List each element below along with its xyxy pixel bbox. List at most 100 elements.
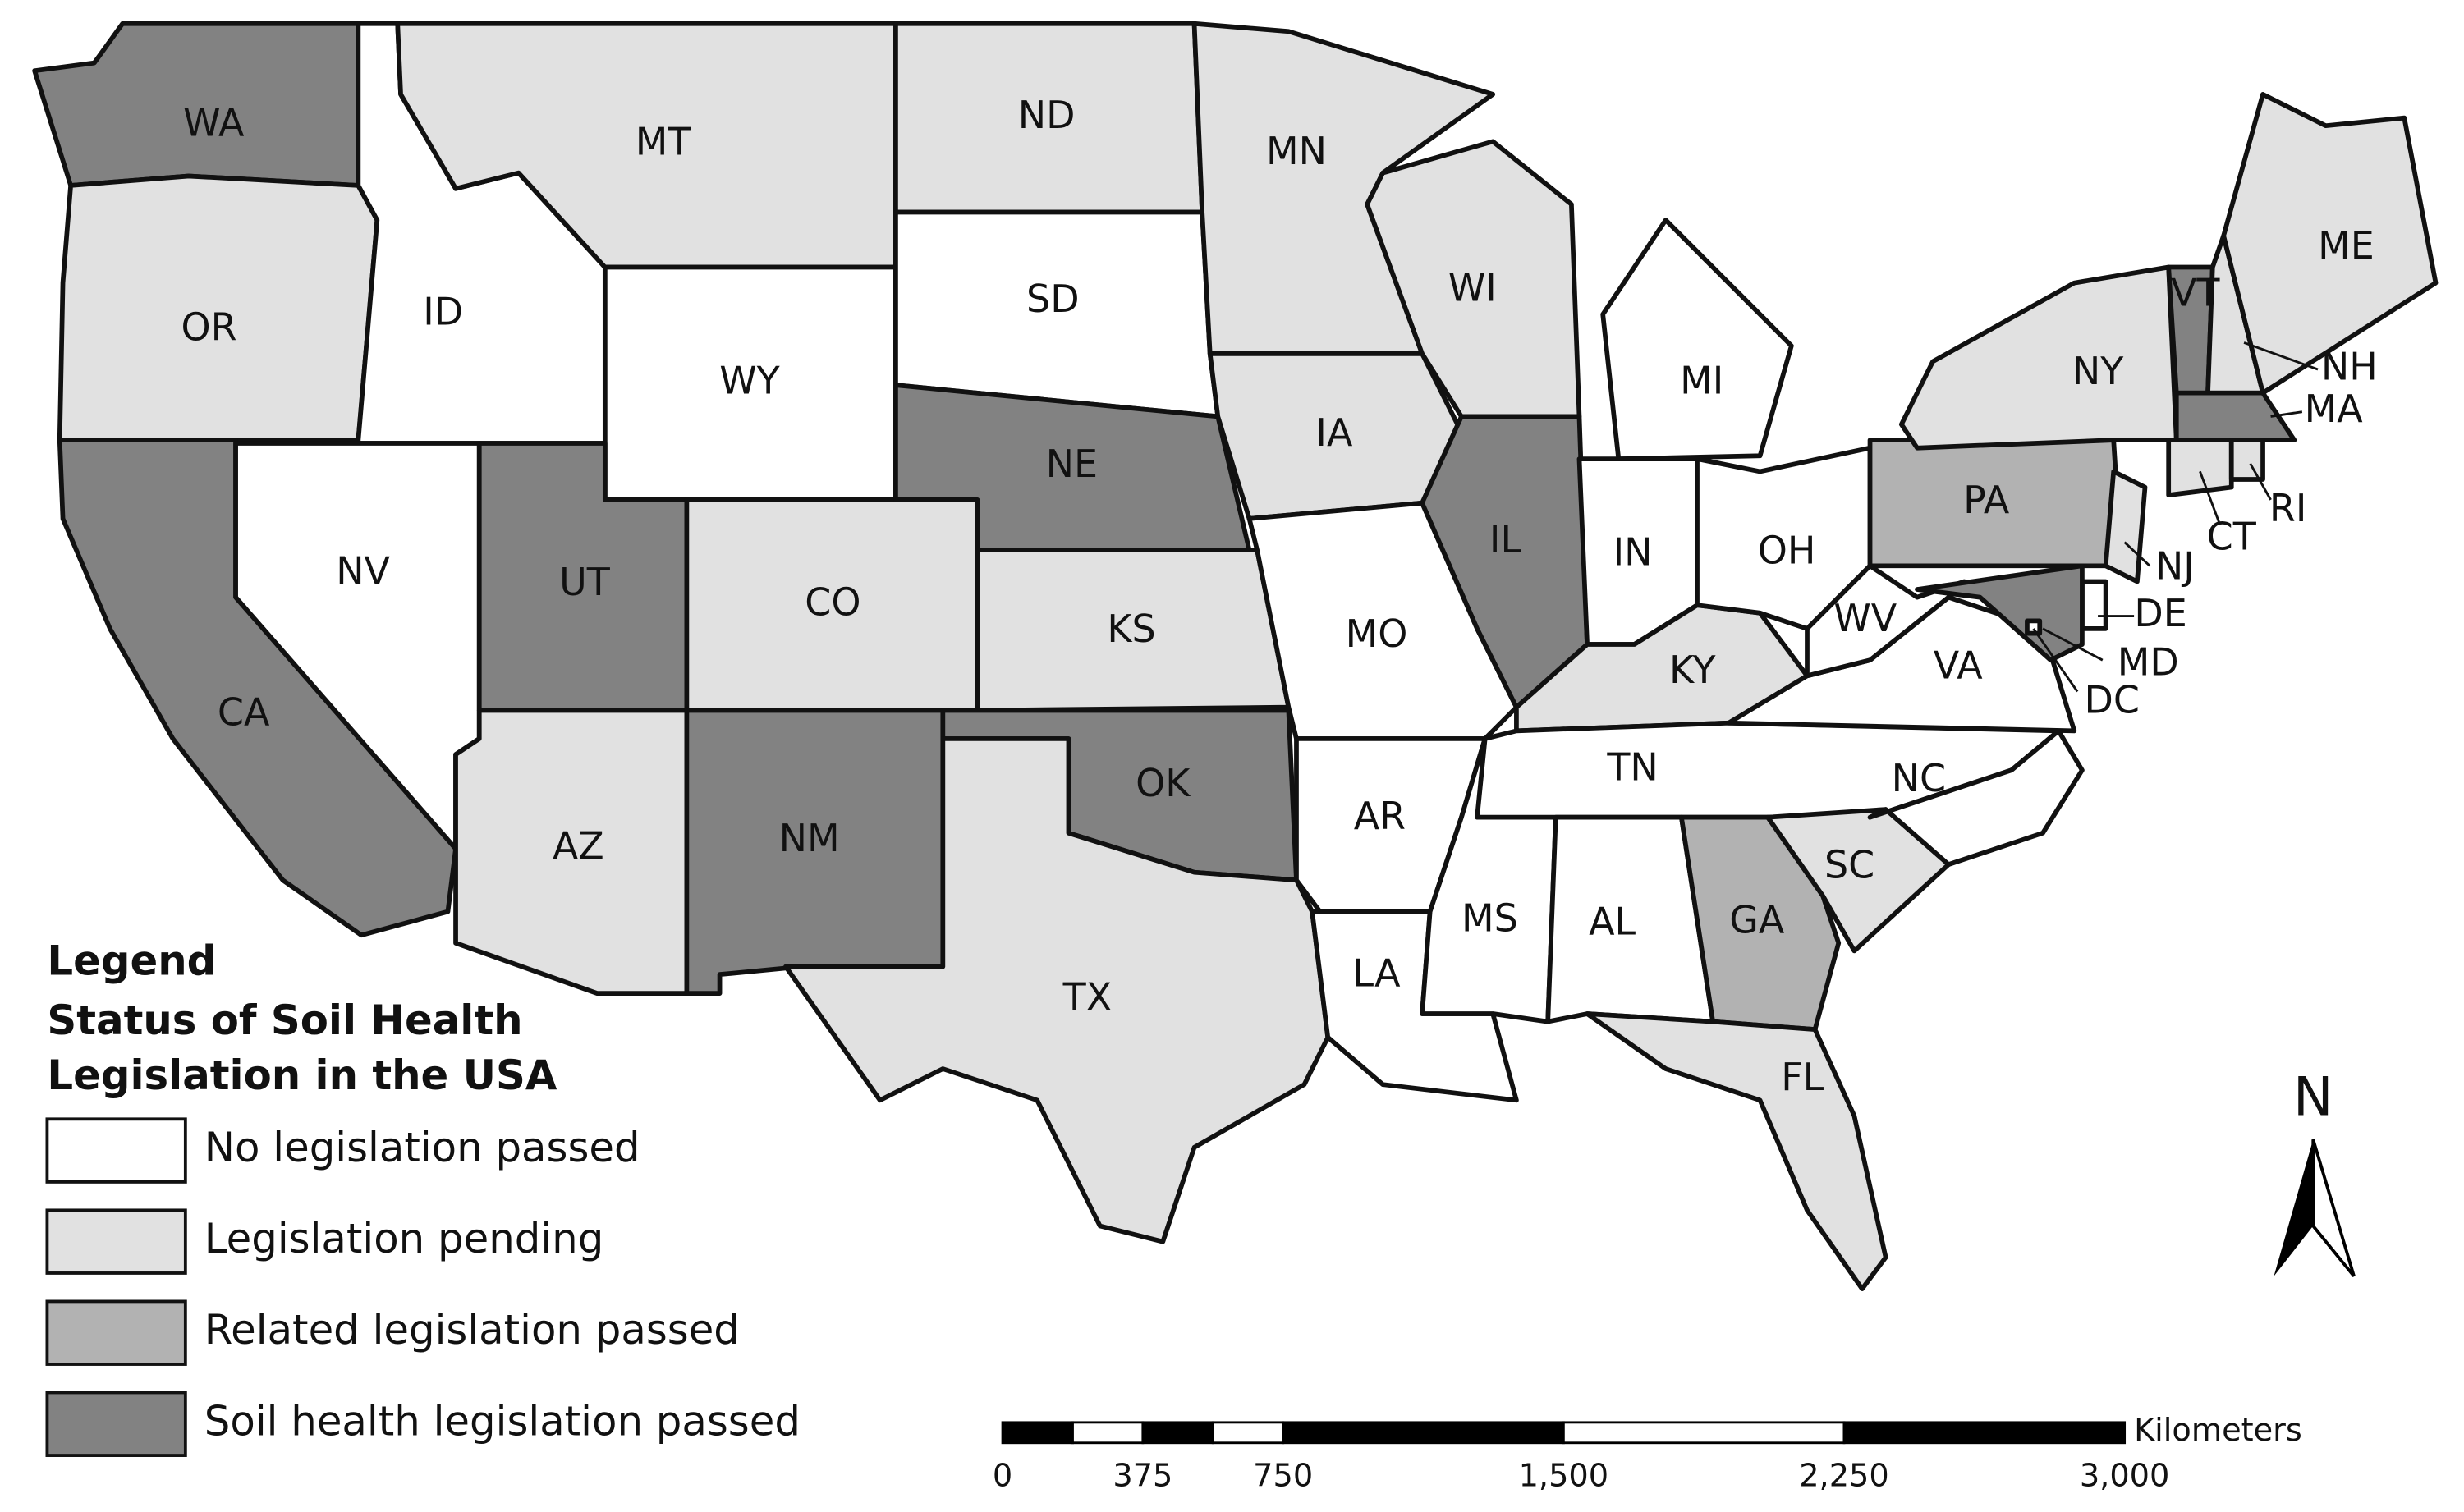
state-label: DE xyxy=(2134,591,2186,635)
scale-tick-label: 3,000 xyxy=(2080,1457,2170,1494)
state-label: WY xyxy=(719,359,780,403)
state-label: MA xyxy=(2305,387,2364,431)
legend-label: Legislation pending xyxy=(204,1215,603,1262)
scale-bar: 0 375 750 1,500 2,250 3,000 Kilometers xyxy=(993,1412,2302,1495)
state-label: OK xyxy=(1136,761,1191,805)
state-label: VT xyxy=(2171,270,2220,314)
state-label: PA xyxy=(1963,478,2010,522)
state xyxy=(1585,1011,1888,1291)
scale-unit: Kilometers xyxy=(2134,1412,2302,1449)
state xyxy=(2166,438,2234,498)
legend-swatch xyxy=(45,1117,187,1184)
scale-tick-label: 1,500 xyxy=(1519,1457,1609,1494)
state-label: NY xyxy=(2072,349,2124,393)
state-label: ME xyxy=(2318,223,2375,268)
state-label: WV xyxy=(1833,596,1897,640)
legend-swatch xyxy=(45,1391,187,1457)
state-label: MI xyxy=(1680,359,1723,403)
state-label: OR xyxy=(181,305,237,350)
state xyxy=(2080,579,2108,631)
state-label: IN xyxy=(1613,529,1653,574)
state-label: FL xyxy=(1781,1055,1824,1099)
legend-subtitle: Legislation in the USA xyxy=(47,1052,557,1099)
state-label: NC xyxy=(1892,756,1946,800)
legend-swatch xyxy=(45,1208,187,1275)
legend: No legislation passed Legislation pending… xyxy=(45,1117,801,1457)
state-label: GA xyxy=(1729,897,1785,942)
leader-line xyxy=(2243,341,2319,371)
state-label: NV xyxy=(336,548,390,593)
state xyxy=(1915,563,2085,663)
state-label: TX xyxy=(1062,974,1113,1019)
leader-line xyxy=(2199,470,2220,523)
state-label: VA xyxy=(1934,643,1983,687)
labels-layer: WA OR CA ID NV MT WY UT AZ CO NM ND SD NE KS OK TX MN IA MO… xyxy=(181,93,2378,1099)
state-label: UT xyxy=(559,560,611,604)
state xyxy=(1867,728,2085,867)
leader-line xyxy=(2032,628,2079,693)
leader-line xyxy=(2270,410,2303,418)
legend-swatch xyxy=(45,1299,187,1366)
state-label: ND xyxy=(1018,93,1076,137)
state xyxy=(1600,218,1794,461)
scale-segment xyxy=(1282,1421,1565,1445)
state-label: WA xyxy=(183,101,245,145)
state-label: TN xyxy=(1606,745,1658,790)
north-label: N xyxy=(2293,1066,2333,1128)
state xyxy=(783,736,1331,1244)
scale-tick-label: 0 xyxy=(993,1457,1012,1494)
state-label: CA xyxy=(218,690,270,735)
state xyxy=(1898,264,2179,451)
scale-segment xyxy=(1211,1421,1285,1445)
state-label: WI xyxy=(1448,266,1497,310)
leader-line xyxy=(2042,627,2104,662)
states-layer xyxy=(32,21,2439,1291)
legend-label: Soil health legislation passed xyxy=(204,1397,801,1445)
legend-label: Related legislation passed xyxy=(204,1306,740,1354)
scale-tick-label: 750 xyxy=(1253,1457,1313,1494)
state-label: SC xyxy=(1824,842,1874,887)
state-label: MS xyxy=(1461,896,1518,941)
state-label: AR xyxy=(1354,794,1406,838)
state-label: MO xyxy=(1346,612,1408,656)
leader-line xyxy=(2123,541,2151,567)
leader-line xyxy=(2249,463,2272,501)
state-label: NE xyxy=(1046,442,1098,486)
state xyxy=(2103,469,2148,584)
scale-segment xyxy=(1071,1421,1145,1445)
legend-subtitle: Status of Soil Health xyxy=(47,997,522,1044)
scale-tick-label: 2,250 xyxy=(1799,1457,1889,1494)
state-label: LA xyxy=(1353,951,1402,996)
state-label: RI xyxy=(2269,486,2306,530)
state-label: CO xyxy=(805,580,860,625)
state-label: MT xyxy=(636,120,692,164)
state-label: MN xyxy=(1266,129,1327,173)
arrow-right xyxy=(2311,1139,2356,1277)
state-label: KS xyxy=(1107,607,1155,651)
state-label: IA xyxy=(1315,410,1353,455)
legend-label: No legislation passed xyxy=(204,1124,640,1171)
scale-segment xyxy=(1001,1421,1074,1445)
state-label: DC xyxy=(2085,677,2140,722)
state-label: AL xyxy=(1589,899,1636,943)
scale-segment xyxy=(1842,1421,2127,1445)
state-label: IL xyxy=(1489,517,1522,561)
scale-segment xyxy=(1562,1421,1846,1445)
legend-title: Legend xyxy=(47,937,216,984)
state-label: NJ xyxy=(2155,544,2195,589)
state-label: SD xyxy=(1026,277,1080,321)
state-label: CT xyxy=(2207,514,2257,558)
state-label: AZ xyxy=(553,823,604,868)
scale-tick-label: 375 xyxy=(1113,1457,1172,1494)
state-label: MD xyxy=(2118,639,2179,684)
state xyxy=(1765,807,1952,954)
state-label: KY xyxy=(1669,648,1716,692)
north-arrow: N xyxy=(2274,1066,2356,1277)
scale-segment xyxy=(1141,1421,1214,1445)
state-label: OH xyxy=(1758,528,1816,572)
state-label: ID xyxy=(423,289,463,333)
state xyxy=(2025,618,2043,636)
arrow-left xyxy=(2274,1139,2314,1276)
